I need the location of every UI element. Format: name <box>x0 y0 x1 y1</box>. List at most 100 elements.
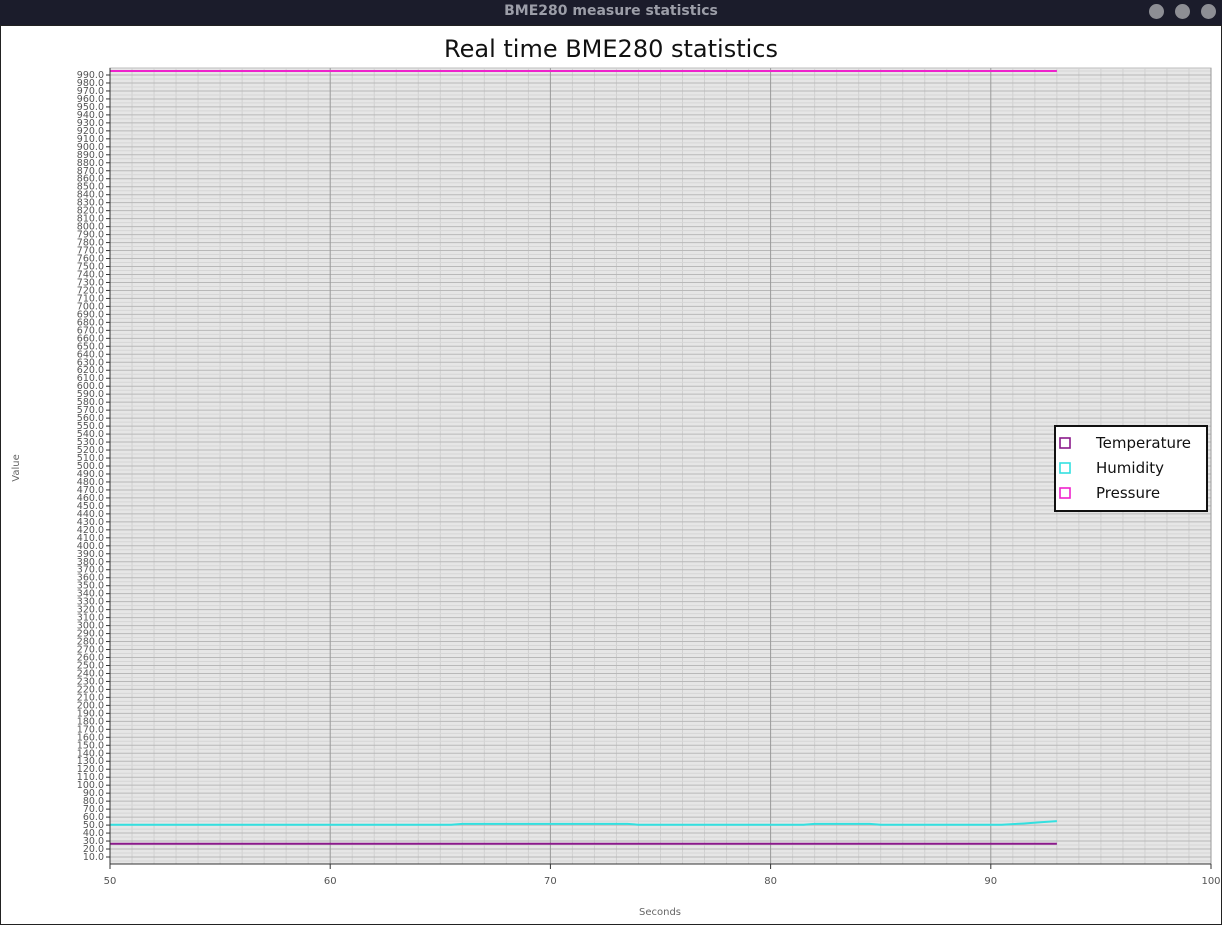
y-tick-label: 40.0 <box>83 828 104 839</box>
y-tick-label: 20.0 <box>83 844 104 855</box>
y-tick-label: 540.0 <box>77 429 104 440</box>
y-tick-label: 410.0 <box>77 533 104 544</box>
y-tick-label: 260.0 <box>77 653 104 664</box>
close-button[interactable] <box>1201 4 1216 19</box>
y-tick-label: 940.0 <box>77 110 104 121</box>
legend-swatch-temperature <box>1059 437 1071 449</box>
y-tick-label: 930.0 <box>77 118 104 129</box>
x-axis-label: Seconds <box>639 907 681 918</box>
y-tick-label: 710.0 <box>77 293 104 304</box>
y-tick-label: 460.0 <box>77 493 104 504</box>
y-tick-label: 920.0 <box>77 126 104 137</box>
legend-label-humidity: Humidity <box>1096 459 1164 477</box>
y-tick-label: 770.0 <box>77 246 104 257</box>
y-tick-label: 200.0 <box>77 700 104 711</box>
y-tick-label: 500.0 <box>77 461 104 472</box>
minimize-button[interactable] <box>1149 4 1164 19</box>
y-tick-label: 810.0 <box>77 214 104 225</box>
y-tick-label: 190.0 <box>77 708 104 719</box>
legend-box <box>1054 425 1208 512</box>
y-tick-label: 900.0 <box>77 142 104 153</box>
y-tick-label: 880.0 <box>77 158 104 169</box>
series-layer <box>110 70 1057 845</box>
y-tick-label: 730.0 <box>77 277 104 288</box>
y-tick-label: 760.0 <box>77 254 104 265</box>
chart-title: Real time BME280 statistics <box>444 35 778 63</box>
y-tick-label: 240.0 <box>77 668 104 679</box>
y-tick-label: 210.0 <box>77 692 104 703</box>
y-tick-label: 430.0 <box>77 517 104 528</box>
y-tick-label: 470.0 <box>77 485 104 496</box>
y-axis-label: Value <box>11 454 22 481</box>
y-tick-label: 280.0 <box>77 637 104 648</box>
y-tick-label: 850.0 <box>77 182 104 193</box>
y-tick-label: 350.0 <box>77 581 104 592</box>
y-tick-label: 320.0 <box>77 605 104 616</box>
y-tick-label: 80.0 <box>83 796 104 807</box>
y-tick-label: 670.0 <box>77 325 104 336</box>
y-tick-label: 950.0 <box>77 102 104 113</box>
y-tick-label: 520.0 <box>77 445 104 456</box>
legend-swatch-pressure <box>1059 487 1071 499</box>
y-tick-label: 130.0 <box>77 756 104 767</box>
y-tick-label: 630.0 <box>77 357 104 368</box>
y-tick-label: 980.0 <box>77 78 104 89</box>
y-tick-label: 180.0 <box>77 716 104 727</box>
x-tick-label: 60 <box>324 876 337 887</box>
y-tick-label: 780.0 <box>77 238 104 249</box>
y-tick-label: 100.0 <box>77 780 104 791</box>
y-tick-label: 660.0 <box>77 333 104 344</box>
y-tick-label: 610.0 <box>77 373 104 384</box>
y-tick-label: 300.0 <box>77 621 104 632</box>
y-tick-label: 230.0 <box>77 676 104 687</box>
y-tick-label: 290.0 <box>77 629 104 640</box>
y-tick-label: 90.0 <box>83 788 104 799</box>
y-tick-label: 590.0 <box>77 389 104 400</box>
y-tick-label: 720.0 <box>77 285 104 296</box>
legend: Temperature Humidity Pressure <box>1054 425 1208 512</box>
y-tick-label: 890.0 <box>77 150 104 161</box>
y-tick-label: 820.0 <box>77 206 104 217</box>
y-tick-label: 140.0 <box>77 748 104 759</box>
y-tick-label: 750.0 <box>77 262 104 273</box>
y-tick-label: 510.0 <box>77 453 104 464</box>
y-tick-label: 380.0 <box>77 557 104 568</box>
x-tick-label: 90 <box>984 876 997 887</box>
y-tick-label: 680.0 <box>77 317 104 328</box>
y-tick-label: 650.0 <box>77 341 104 352</box>
y-tick-label: 550.0 <box>77 421 104 432</box>
y-tick-label: 110.0 <box>77 772 104 783</box>
y-tick-label: 620.0 <box>77 365 104 376</box>
legend-label-temperature: Temperature <box>1095 434 1191 452</box>
y-tick-label: 150.0 <box>77 740 104 751</box>
x-tick-label: 50 <box>104 876 117 887</box>
y-tick-label: 60.0 <box>83 812 104 823</box>
axis-layer: 10.020.030.040.050.060.070.080.090.0100.… <box>77 68 1221 887</box>
y-tick-label: 790.0 <box>77 230 104 241</box>
y-tick-label: 120.0 <box>77 764 104 775</box>
x-tick-label: 70 <box>544 876 557 887</box>
y-tick-label: 700.0 <box>77 301 104 312</box>
y-tick-label: 170.0 <box>77 724 104 735</box>
y-tick-label: 970.0 <box>77 86 104 97</box>
y-tick-label: 400.0 <box>77 541 104 552</box>
y-tick-label: 450.0 <box>77 501 104 512</box>
window-title: BME280 measure statistics <box>504 3 718 19</box>
x-tick-label: 80 <box>764 876 777 887</box>
legend-label-pressure: Pressure <box>1096 484 1160 502</box>
y-tick-label: 580.0 <box>77 397 104 408</box>
y-tick-label: 160.0 <box>77 732 104 743</box>
y-tick-label: 740.0 <box>77 269 104 280</box>
maximize-button[interactable] <box>1175 4 1190 19</box>
x-tick-label: 100 <box>1201 876 1220 887</box>
y-tick-label: 420.0 <box>77 525 104 536</box>
y-tick-label: 30.0 <box>83 836 104 847</box>
y-tick-label: 330.0 <box>77 597 104 608</box>
y-tick-label: 480.0 <box>77 477 104 488</box>
y-tick-label: 10.0 <box>83 852 104 863</box>
y-tick-label: 490.0 <box>77 469 104 480</box>
y-tick-label: 910.0 <box>77 134 104 145</box>
y-tick-label: 870.0 <box>77 166 104 177</box>
y-tick-label: 600.0 <box>77 381 104 392</box>
